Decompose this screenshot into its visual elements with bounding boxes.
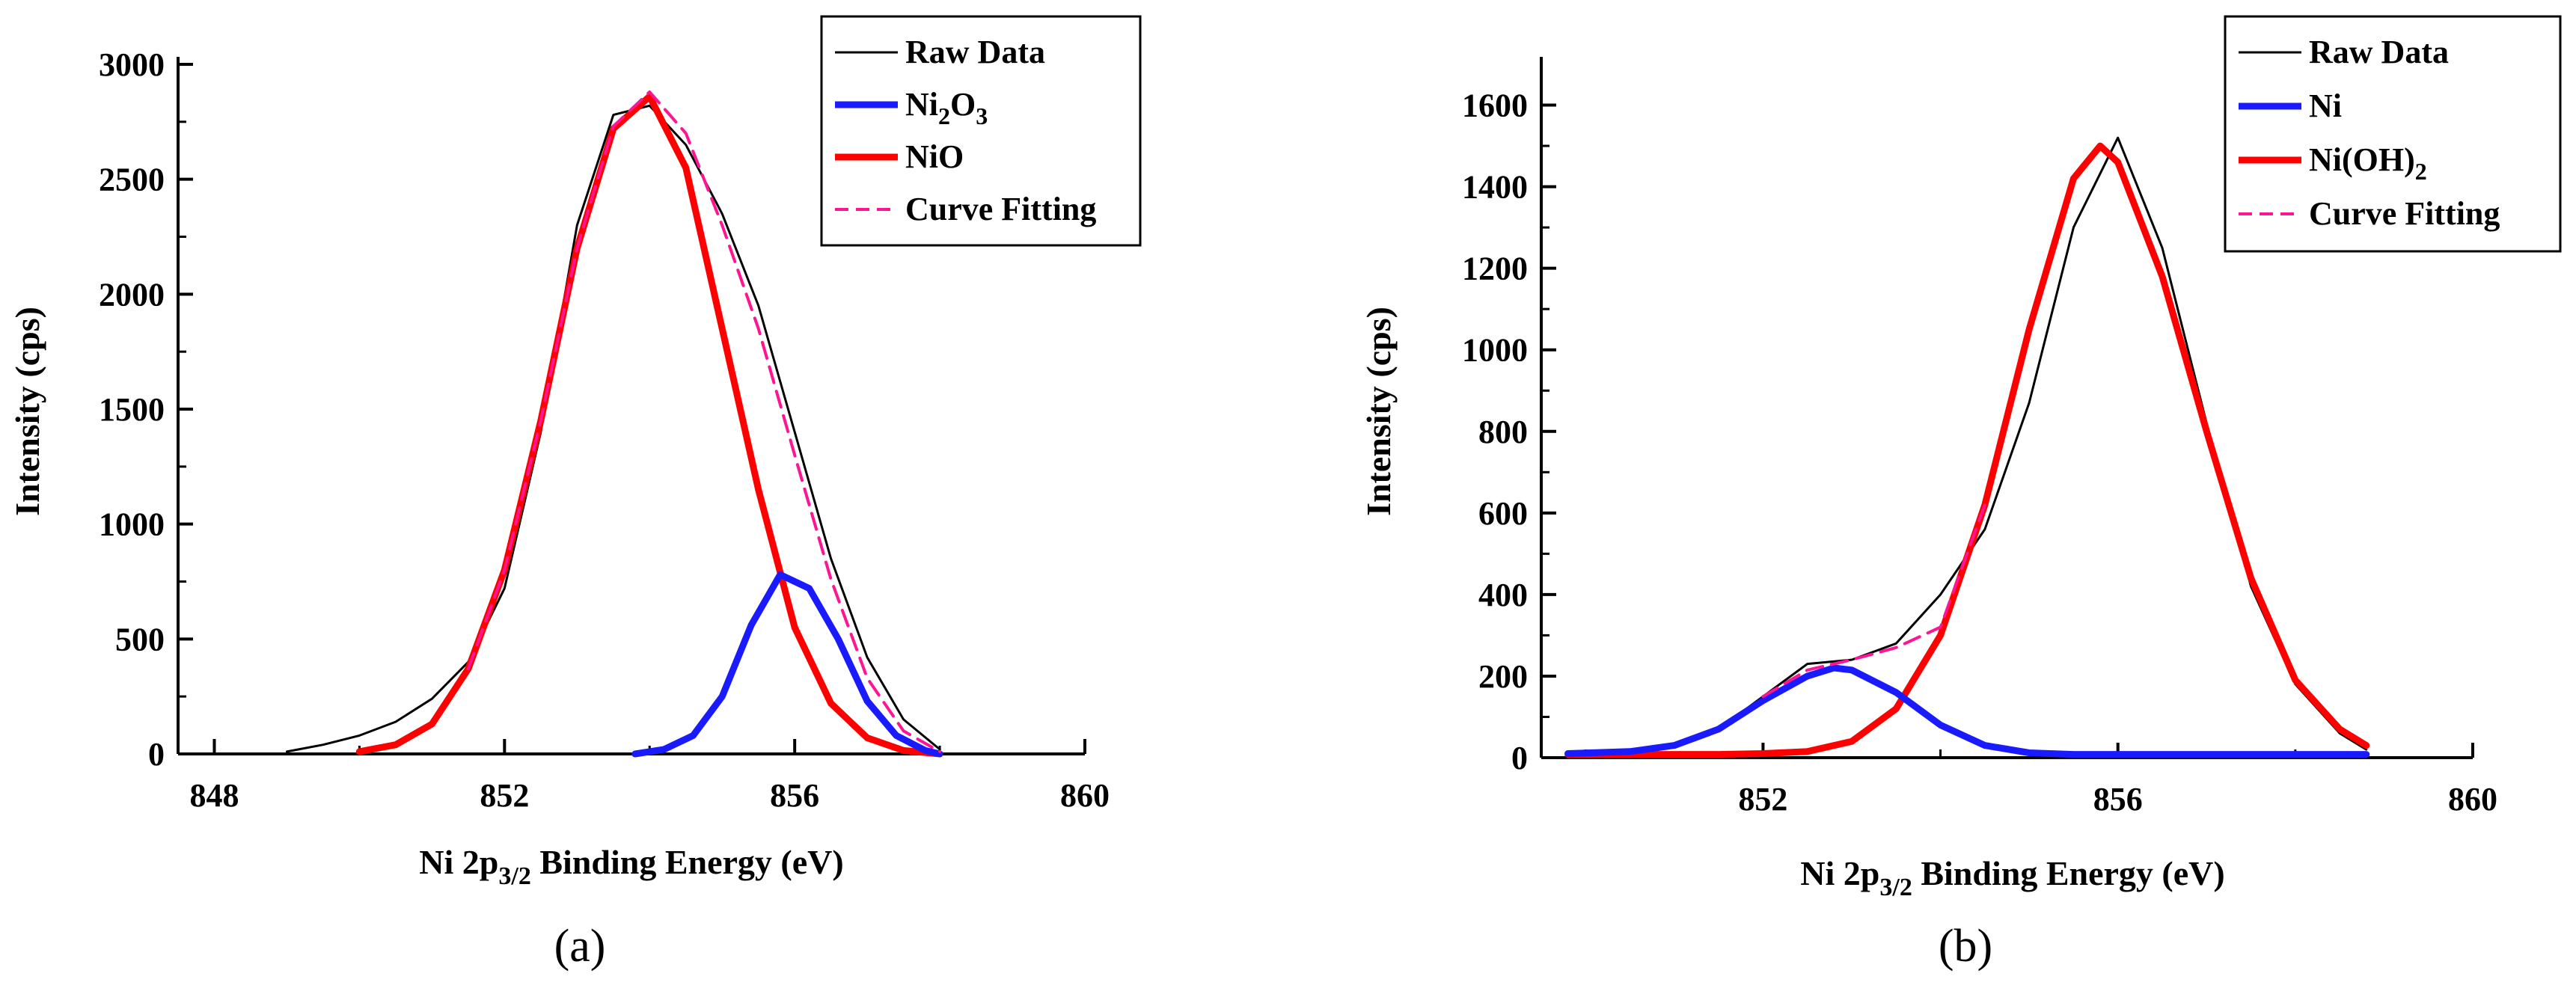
y-tick-label: 1400 xyxy=(1462,169,1528,206)
y-tick-label: 1000 xyxy=(1462,332,1528,369)
legend-label-part: NiO xyxy=(905,138,964,175)
legend-label-part: Ni xyxy=(905,86,938,123)
x-axis-title-sub: 3/2 xyxy=(1879,874,1912,901)
x-axis-title-part: Binding Energy (eV) xyxy=(1912,854,2225,892)
y-tick-label: 1600 xyxy=(1462,88,1528,124)
legend-label-sub: 2 xyxy=(938,102,950,129)
legend-label-part: Ni(OH) xyxy=(2309,141,2415,178)
legend-label-sub: 3 xyxy=(976,102,988,129)
legend-label: Raw Data xyxy=(905,34,1045,70)
x-axis-title-part: Ni 2p xyxy=(419,843,498,881)
legend-label: NiO xyxy=(905,138,964,175)
y-tick-label: 600 xyxy=(1478,495,1528,532)
y-tick-label: 1000 xyxy=(99,506,165,543)
y-tick-label: 400 xyxy=(1478,577,1528,613)
series-line-nio xyxy=(355,93,943,758)
legend-label: Ni xyxy=(2309,88,2342,124)
series-line-ni-oh-2 xyxy=(1564,142,2370,758)
y-tick-label: 0 xyxy=(1511,740,1528,776)
legend-label: Curve Fitting xyxy=(2309,195,2500,232)
y-tick-label: 2500 xyxy=(99,162,165,198)
legend-box xyxy=(820,15,1142,247)
y-tick-label: 500 xyxy=(115,621,165,657)
y-tick-label: 2000 xyxy=(99,276,165,313)
y-tick-label: 200 xyxy=(1478,658,1528,695)
legend-label-part: Ni xyxy=(2309,88,2342,124)
legend-label-sub: 2 xyxy=(2415,158,2427,185)
series-line-ni xyxy=(1564,664,2370,758)
x-tick-label: 856 xyxy=(770,777,819,814)
legend-label-part: Raw Data xyxy=(905,34,1045,70)
chart-panel-a: 0 500 1000 1500 2000 2500 3000 848 852 856 860 Ni 2… xyxy=(8,15,1142,972)
y-tick-label: 1500 xyxy=(99,391,165,428)
legend-label-part: Curve Fitting xyxy=(905,191,1096,227)
legend-label: Raw Data xyxy=(2309,34,2449,70)
series-line-curve-fitting xyxy=(1761,503,1986,699)
x-tick-label: 856 xyxy=(2093,781,2143,818)
x-axis-title-sub: 3/2 xyxy=(498,862,530,890)
y-tick-label: 0 xyxy=(148,736,165,773)
y-tick-label: 800 xyxy=(1478,414,1528,450)
legend-label: Ni2O3 xyxy=(905,86,988,129)
y-tick-label: 3000 xyxy=(99,46,165,83)
legend-label-part: Raw Data xyxy=(2309,34,2449,70)
x-tick-label: 848 xyxy=(189,777,239,814)
series-line-raw-data xyxy=(285,104,941,753)
panel-label: (b) xyxy=(1939,921,1992,972)
legend-box xyxy=(2224,15,2562,253)
y-axis-title: Intensity (cps) xyxy=(8,307,46,516)
series-line-ni2o3 xyxy=(631,571,943,758)
legend-label-part: O xyxy=(950,86,976,123)
x-tick-label: 860 xyxy=(1060,777,1110,814)
legend-label: Curve Fitting xyxy=(905,191,1096,227)
x-axis-title-part: Ni 2p xyxy=(1800,854,1879,892)
legend-label: Ni(OH)2 xyxy=(2309,141,2427,185)
legend-label-part: Curve Fitting xyxy=(2309,195,2500,232)
chart-panel-b: 0 200 400 600 800 1000 1200 1400 1600 852 856 860 Ni… xyxy=(1359,15,2562,972)
series-line-curve-fitting xyxy=(466,90,942,753)
x-axis-title-part: Binding Energy (eV) xyxy=(531,843,844,881)
x-tick-label: 860 xyxy=(2448,781,2497,818)
x-tick-label: 852 xyxy=(480,777,529,814)
x-axis-title: Ni 2p3/2 Binding Energy (eV) xyxy=(1800,854,2224,901)
y-tick-label: 1200 xyxy=(1462,251,1528,287)
x-tick-label: 852 xyxy=(1738,781,1787,818)
y-axis-title: Intensity (cps) xyxy=(1359,307,1398,516)
panel-label: (a) xyxy=(554,921,606,972)
x-axis-title: Ni 2p3/2 Binding Energy (eV) xyxy=(419,843,843,890)
